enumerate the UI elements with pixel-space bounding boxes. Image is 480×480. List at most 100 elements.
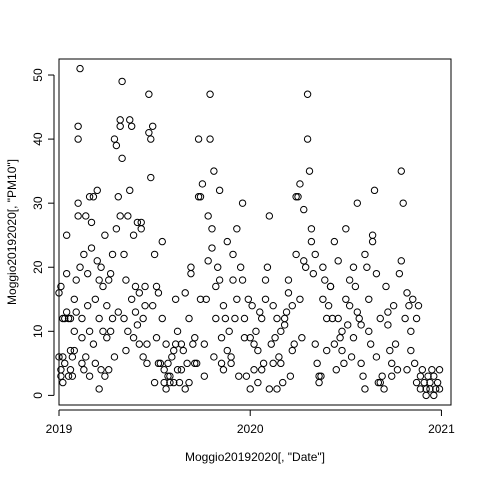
data-point xyxy=(61,314,69,323)
data-point xyxy=(382,282,390,291)
data-point xyxy=(280,321,289,329)
data-point xyxy=(355,314,363,323)
data-point xyxy=(338,346,346,355)
data-point xyxy=(414,301,423,310)
data-point xyxy=(409,295,417,303)
data-point xyxy=(221,314,230,323)
data-point xyxy=(114,308,122,316)
data-point xyxy=(189,340,197,348)
data-point xyxy=(340,359,348,368)
data-point xyxy=(91,359,100,368)
data-point xyxy=(257,366,266,374)
data-point xyxy=(62,269,71,278)
data-point xyxy=(83,269,92,278)
data-point xyxy=(254,378,262,387)
data-point xyxy=(365,295,373,303)
data-point xyxy=(344,321,352,329)
data-point xyxy=(236,263,245,271)
data-point xyxy=(66,346,75,355)
data-point xyxy=(372,269,381,278)
data-point xyxy=(68,372,77,380)
data-point xyxy=(372,353,381,361)
data-point xyxy=(380,385,388,393)
data-point xyxy=(298,334,306,342)
data-point xyxy=(374,378,383,387)
data-point xyxy=(424,372,432,380)
data-point xyxy=(259,359,268,368)
x-axis-label: Moggio20192020[, "Date"] xyxy=(185,450,325,464)
data-point xyxy=(403,366,411,374)
data-point xyxy=(315,372,323,380)
data-point xyxy=(196,193,205,201)
data-point xyxy=(164,359,172,368)
data-point xyxy=(426,378,434,387)
data-point xyxy=(294,193,302,201)
data-point xyxy=(345,276,354,284)
data-point xyxy=(311,340,319,348)
data-point xyxy=(141,301,149,310)
data-point xyxy=(395,269,404,278)
data-point xyxy=(405,301,413,310)
data-point xyxy=(349,263,358,271)
data-point xyxy=(137,218,145,227)
data-point xyxy=(185,314,193,323)
data-point xyxy=(252,327,260,336)
data-point xyxy=(74,135,82,143)
data-point xyxy=(412,378,421,387)
data-point xyxy=(206,90,214,98)
data-point xyxy=(95,385,103,393)
data-point xyxy=(273,314,281,323)
data-point xyxy=(99,327,107,336)
data-point xyxy=(215,186,224,195)
data-point xyxy=(277,327,285,336)
data-point xyxy=(66,366,75,374)
data-point xyxy=(170,346,178,355)
data-point xyxy=(225,327,233,336)
data-point xyxy=(116,212,124,220)
data-point xyxy=(370,186,379,195)
data-point xyxy=(108,314,117,323)
data-point xyxy=(407,327,415,336)
data-point xyxy=(271,334,279,342)
data-point xyxy=(181,289,189,297)
data-point xyxy=(133,321,142,329)
data-point xyxy=(210,167,218,175)
data-point xyxy=(55,289,63,297)
data-point xyxy=(66,314,75,323)
data-point xyxy=(93,186,101,195)
data-point xyxy=(273,385,281,393)
data-point xyxy=(110,135,119,143)
data-point xyxy=(57,282,65,291)
y-tick-label: 0 xyxy=(31,392,45,399)
data-point xyxy=(78,334,86,342)
data-point xyxy=(410,359,419,368)
data-point xyxy=(303,135,312,143)
data-point xyxy=(200,372,209,380)
x-tick-label: 2019 xyxy=(46,422,73,436)
data-point xyxy=(137,225,145,233)
data-point xyxy=(300,257,308,265)
data-point xyxy=(204,257,212,265)
data-point xyxy=(238,199,247,207)
data-point xyxy=(208,244,216,252)
data-point xyxy=(284,276,293,284)
data-point xyxy=(101,372,109,380)
data-point xyxy=(212,282,220,291)
data-point xyxy=(78,314,86,323)
data-point xyxy=(170,378,178,387)
data-point xyxy=(59,353,67,361)
data-point xyxy=(244,295,253,303)
data-point xyxy=(215,276,224,284)
data-point xyxy=(267,340,275,348)
data-point xyxy=(435,366,444,374)
data-point xyxy=(328,314,337,323)
data-point xyxy=(160,366,168,374)
data-point xyxy=(233,295,241,303)
data-point xyxy=(210,353,218,361)
data-point xyxy=(185,378,193,387)
data-point xyxy=(154,289,163,297)
data-point xyxy=(160,378,168,387)
data-point xyxy=(126,186,134,195)
data-point xyxy=(148,122,157,130)
data-point xyxy=(296,180,304,188)
